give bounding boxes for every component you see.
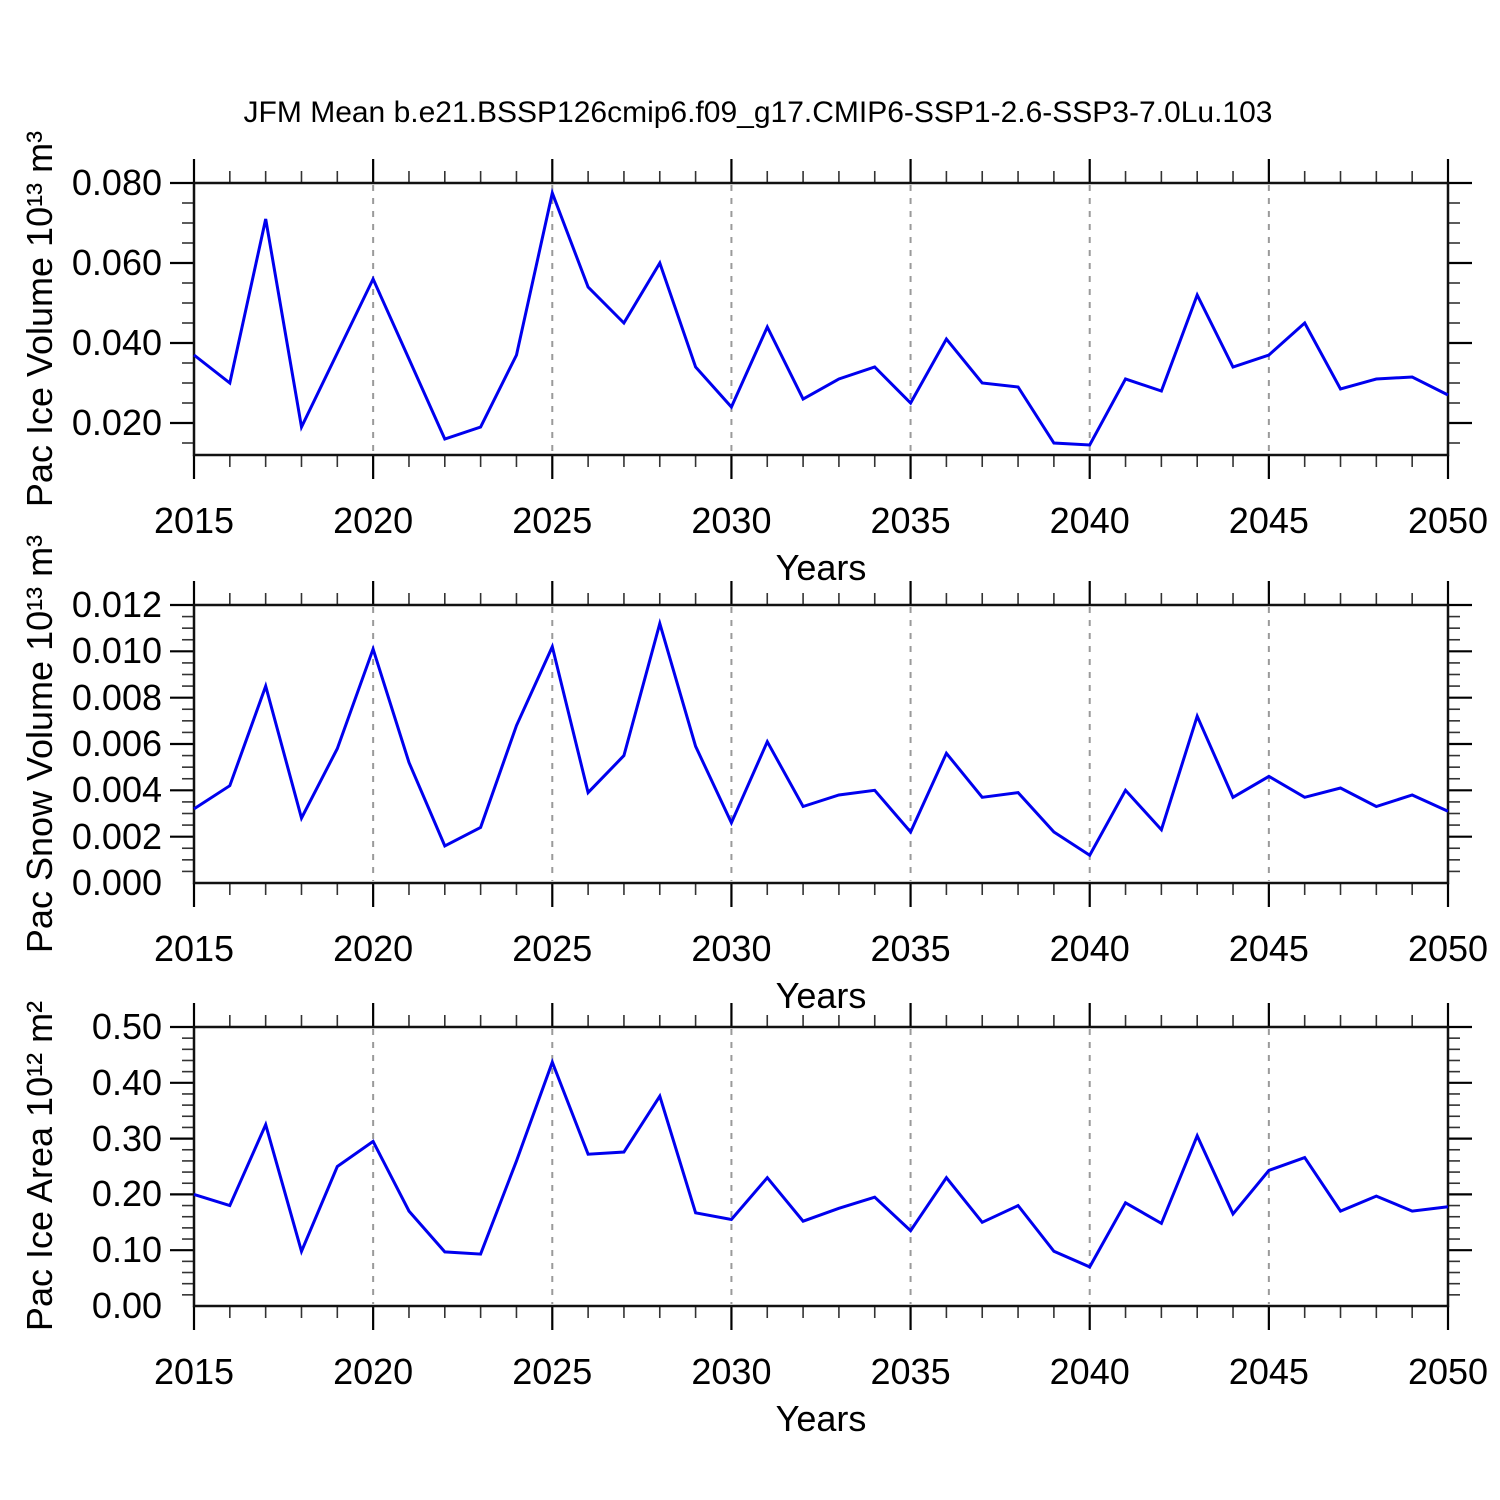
x-tick-label: 2050 [1407,1351,1489,1392]
x-tick-label: 2045 [1228,1351,1309,1392]
x-tick-label: 2025 [512,500,593,541]
x-tick-label: 2030 [691,500,772,541]
panel-pac-snow-volume [170,581,1472,907]
x-tick-label: 2045 [1228,928,1309,969]
y-tick-label: 0.012 [71,584,162,625]
x-tick-label: 2035 [870,1351,951,1392]
x-tick-label: 2030 [691,928,772,969]
y-tick-label: 0.008 [71,676,162,718]
x-tick-label: 2015 [153,500,235,541]
y-tick-label: 0.50 [91,1006,162,1047]
x-tick-label: 2015 [153,928,235,969]
x-tick-label: 2040 [1049,1351,1130,1392]
x-axis-title-years-panel3: Years [775,1398,867,1439]
y-tick-label: 0.20 [91,1173,162,1215]
chart-title: JFM Mean b.e21.BSSP126cmip6.f09_g17.CMIP… [243,96,1273,129]
y-tick-label: 0.080 [71,162,162,203]
y-tick-label: 0.004 [71,769,162,811]
x-axis-title-years-panel2: Years [775,975,867,1016]
x-tick-label: 2025 [512,928,593,969]
x-tick-label: 2020 [333,1351,414,1392]
plot-frame [192,181,1450,457]
data-line-pac-ice-area [193,1057,1449,1269]
x-tick-label: 2045 [1228,500,1309,541]
x-tick-label: 2020 [333,500,414,541]
x-tick-label: 2035 [870,928,951,969]
x-tick-label: 2040 [1049,500,1130,541]
x-tick-label: 2015 [153,1351,235,1392]
data-line-pac-snow-volume [193,617,1449,858]
y-tick-label: 0.002 [71,815,162,857]
x-tick-label: 2035 [870,500,951,541]
y-tick-label: 0.30 [91,1117,162,1159]
y-tick-label: 0.000 [71,862,162,903]
panel-pac-ice-volume [170,159,1472,479]
y-tick-label: 0.010 [71,630,162,672]
y-tick-label: 0.040 [71,322,162,363]
x-tick-label: 2030 [691,1351,772,1392]
x-tick-label: 2050 [1407,928,1489,969]
y-tick-label: 0.00 [91,1285,162,1326]
plot-frame [192,603,1450,885]
panel-pac-ice-area [170,1003,1472,1330]
x-tick-label: 2040 [1049,928,1130,969]
y-tick-label: 0.10 [91,1229,162,1271]
x-tick-label: 2020 [333,928,414,969]
y-tick-label: 0.006 [71,723,162,764]
y-tick-label: 0.060 [71,242,162,283]
plot-frame [192,1025,1450,1308]
data-line-pac-ice-volume [193,187,1449,447]
x-axis-title-years-panel1: Years [775,547,867,588]
y-tick-label: 0.020 [71,402,162,443]
x-tick-label: 2050 [1407,500,1489,541]
y-tick-label: 0.40 [91,1061,162,1103]
x-tick-label: 2025 [512,1351,593,1392]
